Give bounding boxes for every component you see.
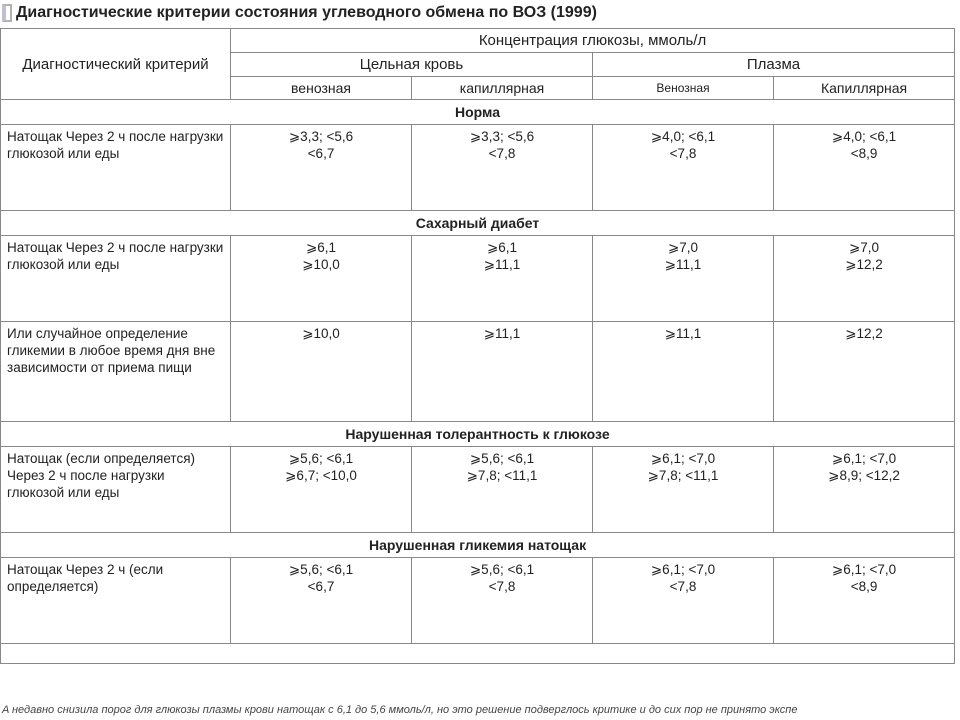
title-marker-icon — [2, 4, 12, 22]
header-capillary: капиллярная — [412, 77, 593, 100]
section-diabetes-label: Сахарный диабет — [1, 211, 955, 236]
igt-v1: ⩾5,6; <6,1 ⩾6,7; <10,0 — [231, 447, 412, 533]
norm-v4: ⩾4,0; <6,1 <8,9 — [774, 125, 955, 211]
dm1-v4: ⩾7,0 ⩾12,2 — [774, 236, 955, 322]
header-row-1: Диагностический критерий Концентрация гл… — [1, 29, 955, 53]
ifg-v3: ⩾6,1; <7,0 <7,8 — [593, 558, 774, 644]
header-whole-blood: Цельная кровь — [231, 53, 593, 77]
norm-crit: Натощак Через 2 ч после нагрузки глюкозо… — [1, 125, 231, 211]
section-norm-label: Норма — [1, 100, 955, 125]
igt-v3: ⩾6,1; <7,0 ⩾7,8; <11,1 — [593, 447, 774, 533]
ifg-v4: ⩾6,1; <7,0 <8,9 — [774, 558, 955, 644]
dm1-v2: ⩾6,1 ⩾11,1 — [412, 236, 593, 322]
section-ifg: Нарушенная гликемия натощак — [1, 533, 955, 558]
igt-v4: ⩾6,1; <7,0 ⩾8,9; <12,2 — [774, 447, 955, 533]
section-igt-label: Нарушенная толерантность к глюкозе — [1, 422, 955, 447]
row-dm2: Или случайное определение гликемии в люб… — [1, 322, 955, 422]
row-ifg: Натощак Через 2 ч (если определяется) ⩾5… — [1, 558, 955, 644]
header-capillary2: Капиллярная — [774, 77, 955, 100]
dm1-v1: ⩾6,1 ⩾10,0 — [231, 236, 412, 322]
page-title: Диагностические критерии состояния углев… — [16, 4, 597, 22]
header-concentration: Концентрация глюкозы, ммоль/л — [231, 29, 955, 53]
section-ifg-label: Нарушенная гликемия натощак — [1, 533, 955, 558]
norm-v2: ⩾3,3; <5,6 <7,8 — [412, 125, 593, 211]
header-venous2: Венозная — [593, 77, 774, 100]
footnote: A недавно снизила порог для глюкозы плаз… — [0, 704, 960, 716]
header-plasma: Плазма — [593, 53, 955, 77]
section-norm: Норма — [1, 100, 955, 125]
ifg-v2: ⩾5,6; <6,1 <7,8 — [412, 558, 593, 644]
dm2-v2: ⩾11,1 — [412, 322, 593, 422]
dm2-v3: ⩾11,1 — [593, 322, 774, 422]
row-norm: Натощак Через 2 ч после нагрузки глюкозо… — [1, 125, 955, 211]
dm2-v4: ⩾12,2 — [774, 322, 955, 422]
header-venous: венозная — [231, 77, 412, 100]
igt-crit: Натощак (если определяется) Через 2 ч по… — [1, 447, 231, 533]
igt-v2: ⩾5,6; <6,1 ⩾7,8; <11,1 — [412, 447, 593, 533]
row-dm1: Натощак Через 2 ч после нагрузки глюкозо… — [1, 236, 955, 322]
title-bar: Диагностические критерии состояния углев… — [0, 0, 960, 28]
dm2-v1: ⩾10,0 — [231, 322, 412, 422]
norm-v3: ⩾4,0; <6,1 <7,8 — [593, 125, 774, 211]
criteria-table: Диагностический критерий Концентрация гл… — [0, 28, 955, 664]
ifg-crit: Натощак Через 2 ч (если определяется) — [1, 558, 231, 644]
row-blank — [1, 644, 955, 664]
header-criterion: Диагностический критерий — [1, 29, 231, 100]
section-diabetes: Сахарный диабет — [1, 211, 955, 236]
section-igt: Нарушенная толерантность к глюкозе — [1, 422, 955, 447]
norm-v1: ⩾3,3; <5,6 <6,7 — [231, 125, 412, 211]
dm1-crit: Натощак Через 2 ч после нагрузки глюкозо… — [1, 236, 231, 322]
dm2-crit: Или случайное определение гликемии в люб… — [1, 322, 231, 422]
dm1-v3: ⩾7,0 ⩾11,1 — [593, 236, 774, 322]
row-igt: Натощак (если определяется) Через 2 ч по… — [1, 447, 955, 533]
ifg-v1: ⩾5,6; <6,1 <6,7 — [231, 558, 412, 644]
